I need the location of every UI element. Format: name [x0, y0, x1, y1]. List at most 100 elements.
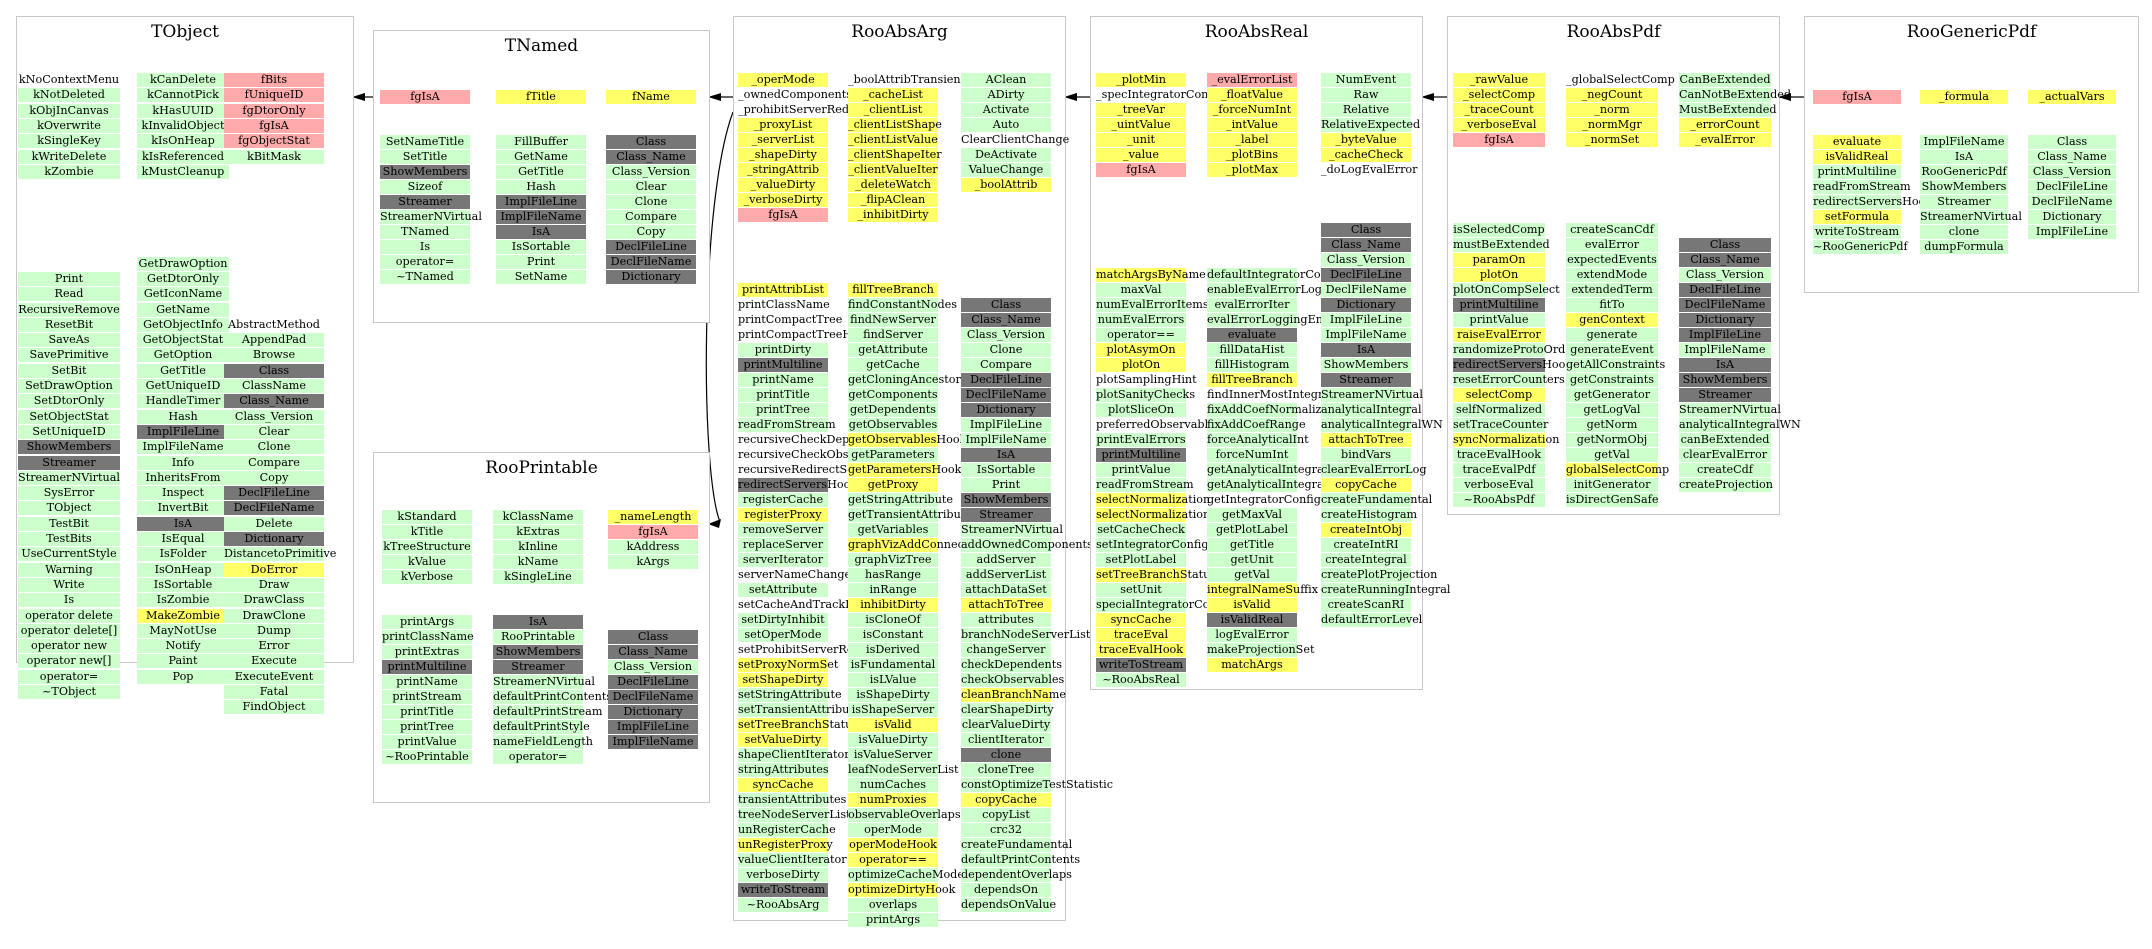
class-member: Copy [224, 470, 324, 485]
class-member: Class_Version [608, 660, 698, 674]
class-member: findServer [848, 328, 938, 342]
class-member: mustBeExtended [1453, 238, 1550, 252]
class-member: _unit [1096, 133, 1186, 147]
class-member: overlaps [848, 898, 938, 912]
class-member: setOperMode [738, 628, 828, 642]
class-member: getParametersHook [848, 463, 962, 477]
class-member: clearShapeDirty [961, 703, 1054, 717]
class-member: fgDtorOnly [224, 103, 324, 118]
class-member: fgIsA [224, 118, 324, 133]
class-member: GetObjectStat [137, 333, 229, 348]
class-member: operator== [848, 853, 938, 867]
class-member: maxVal [1096, 283, 1186, 297]
class-member: forceNumInt [1207, 448, 1297, 462]
class-member: cleanBranchName [961, 688, 1066, 702]
class-member: printValue [1096, 463, 1186, 477]
class-member: fixAddCoefNormalization [1207, 403, 1351, 417]
class-member: operator= [493, 750, 583, 764]
class-member: IsEqual [137, 532, 229, 546]
class-member: Class [961, 298, 1051, 312]
class-member: makeProjectionSet [1207, 643, 1315, 657]
class-member: printDirty [738, 343, 828, 357]
class-member: getParameters [848, 448, 938, 462]
class-member: plotOn [1096, 358, 1186, 372]
class-member: _clientList [848, 103, 938, 117]
class-member: Dictionary [961, 403, 1051, 417]
class-member: IsA [961, 448, 1051, 462]
class-member: matchArgs [1207, 658, 1297, 672]
class-member: attributes [961, 613, 1051, 627]
class-member: DeclFileName [608, 690, 698, 704]
class-member: DeclFileName [606, 255, 696, 269]
class-member: clearEvalErrorLog [1321, 463, 1427, 477]
class-member: IsZombie [137, 593, 229, 608]
class-title: RooPrintable [485, 458, 598, 478]
class-member: printCompactTreeHook [738, 328, 873, 341]
class-member: ClassName [224, 379, 324, 393]
class-member: fName [606, 90, 696, 104]
class-member: _clientValueIter [848, 163, 938, 177]
class-member: kSingleKey [18, 134, 120, 149]
class-member: DeclFileLine [961, 373, 1051, 387]
class-member: _evalErrorList [1207, 73, 1297, 87]
class-member: Class [2028, 135, 2116, 149]
class-member: resetErrorCounters [1453, 373, 1565, 387]
class-member: inhibitDirty [848, 598, 938, 612]
class-member: redirectServersHook [1453, 358, 1573, 372]
class-member: _clientShapeIter [848, 148, 942, 162]
class-member: redirectServersHook [738, 478, 858, 492]
class-member: isFundamental [848, 658, 938, 672]
class-member: Class_Version [606, 165, 696, 179]
class-member: createIntegral [1321, 553, 1411, 567]
class-member: kIsReferenced [137, 149, 229, 164]
class-member: fgObjectStat [224, 134, 324, 149]
class-member: kAddress [608, 540, 698, 554]
arrow-rooabspdf-rooabsreal-head [1421, 93, 1434, 101]
class-member: printCompactTree [738, 313, 843, 326]
class-member: ImplFileLine [496, 195, 586, 209]
class-member: Hash [496, 180, 586, 194]
class-member: kArgs [608, 555, 698, 569]
class-member: defaultPrintStyle [493, 720, 590, 734]
class-member: specialIntegratorConfig [1096, 598, 1232, 612]
class-member: DeclFileName [1679, 298, 1771, 312]
class-member: DrawClone [224, 608, 324, 623]
class-member: StreamerNVirtual [380, 210, 482, 224]
class-member: setFormula [1813, 210, 1901, 224]
class-member: _plotBins [1207, 148, 1297, 162]
class-member: StreamerNVirtual [1920, 210, 2022, 224]
class-member: fgIsA [1453, 133, 1545, 147]
class-member: ImplFileName [961, 433, 1051, 447]
class-member: plotSanityChecks [1096, 388, 1196, 402]
class-member: printValue [1453, 313, 1545, 327]
class-member: Compare [224, 455, 324, 470]
class-member: GetDtorOnly [137, 271, 229, 286]
arrow-rooabsarg-tnamed-head [708, 93, 721, 101]
class-member: fitTo [1566, 298, 1658, 312]
class-member: Auto [961, 118, 1051, 132]
class-member: SetBit [18, 363, 120, 378]
class-member: InvertBit [137, 501, 229, 516]
class-member: Class_Version [961, 328, 1051, 342]
class-member: traceEval [1096, 628, 1186, 642]
class-member: SetName [496, 270, 586, 284]
class-member: isSelectedComp [1453, 223, 1545, 237]
class-member: extendMode [1566, 268, 1658, 282]
class-member: Paint [137, 654, 229, 669]
class-member: getVariables [848, 523, 938, 537]
class-member: Draw [224, 577, 324, 592]
class-member: isValueServer [848, 748, 938, 762]
class-member: GetOption [137, 348, 229, 363]
class-member: Class_Name [961, 313, 1051, 327]
class-member: createCdf [1679, 463, 1771, 477]
class-member: clone [1920, 225, 2008, 239]
class-member: genContext [1566, 313, 1658, 327]
class-member: Write [18, 577, 120, 592]
class-member: evaluate [1207, 328, 1297, 342]
class-member: printClassName [382, 630, 474, 644]
class-member: readFromStream [1813, 180, 1911, 194]
class-member: inRange [848, 583, 938, 597]
class-member: Class [1321, 223, 1411, 237]
class-member: _uintValue [1096, 118, 1186, 132]
